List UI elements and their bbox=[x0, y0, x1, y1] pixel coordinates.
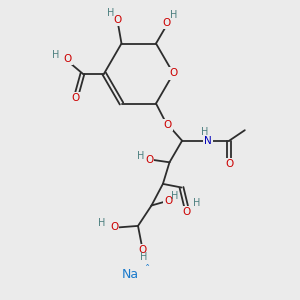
Text: H: H bbox=[171, 191, 178, 201]
Text: N: N bbox=[204, 136, 212, 146]
Text: H: H bbox=[52, 50, 60, 61]
Text: O: O bbox=[169, 68, 178, 79]
Text: O: O bbox=[164, 196, 173, 206]
Text: O: O bbox=[164, 120, 172, 130]
Text: O: O bbox=[110, 222, 118, 233]
Text: H: H bbox=[170, 10, 178, 20]
Text: O: O bbox=[225, 159, 233, 169]
Text: H: H bbox=[193, 197, 200, 208]
Text: Na: Na bbox=[122, 268, 139, 281]
Text: H: H bbox=[201, 127, 208, 137]
Text: H: H bbox=[107, 8, 114, 19]
Text: O: O bbox=[183, 207, 191, 217]
Text: O: O bbox=[145, 155, 153, 165]
Text: H: H bbox=[98, 218, 106, 228]
Text: O: O bbox=[63, 54, 72, 64]
Text: O: O bbox=[162, 17, 171, 28]
Text: H: H bbox=[140, 252, 147, 262]
Text: O: O bbox=[138, 245, 147, 255]
Text: O: O bbox=[114, 15, 122, 25]
Text: O: O bbox=[72, 93, 80, 103]
Text: ˆ: ˆ bbox=[144, 265, 149, 275]
Text: H: H bbox=[137, 151, 144, 161]
